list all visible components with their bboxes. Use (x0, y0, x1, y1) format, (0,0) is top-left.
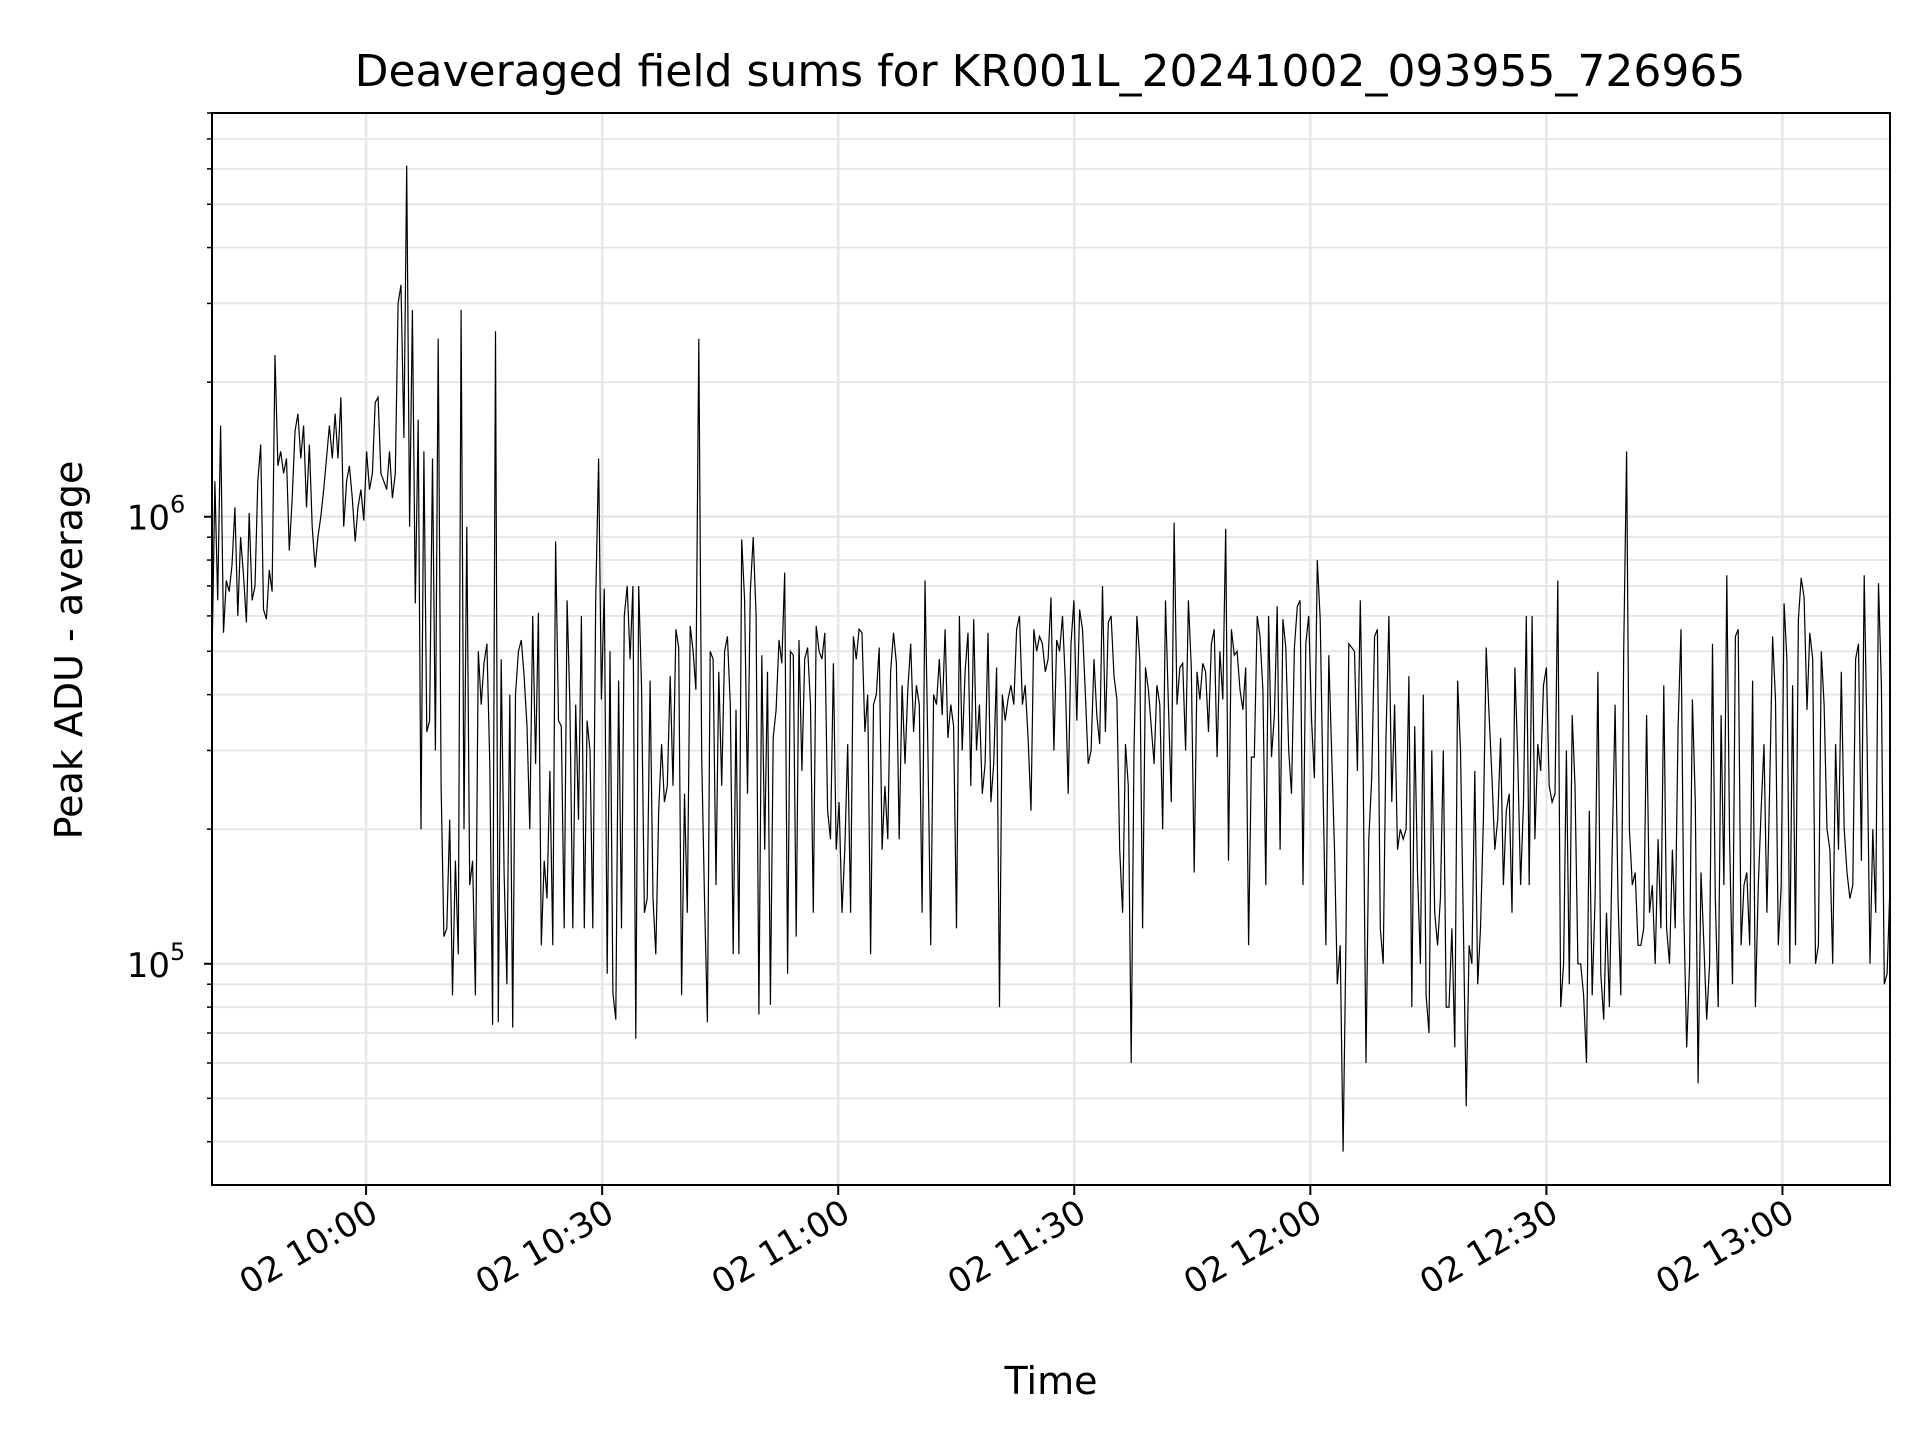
y-tick-base: 10 (127, 946, 170, 986)
y-axis-label: Peak ADU - average (47, 461, 91, 840)
y-tick-exponent: 6 (170, 491, 185, 519)
y-tick-label: 10 (127, 499, 170, 539)
y-tick-exponent: 5 (170, 938, 185, 966)
x-axis-label: Time (1004, 1359, 1098, 1403)
y-tick-label: 10 (127, 946, 170, 986)
chart-title: Deaveraged field sums for KR001L_2024100… (355, 46, 1746, 97)
y-tick-base: 10 (127, 499, 170, 539)
